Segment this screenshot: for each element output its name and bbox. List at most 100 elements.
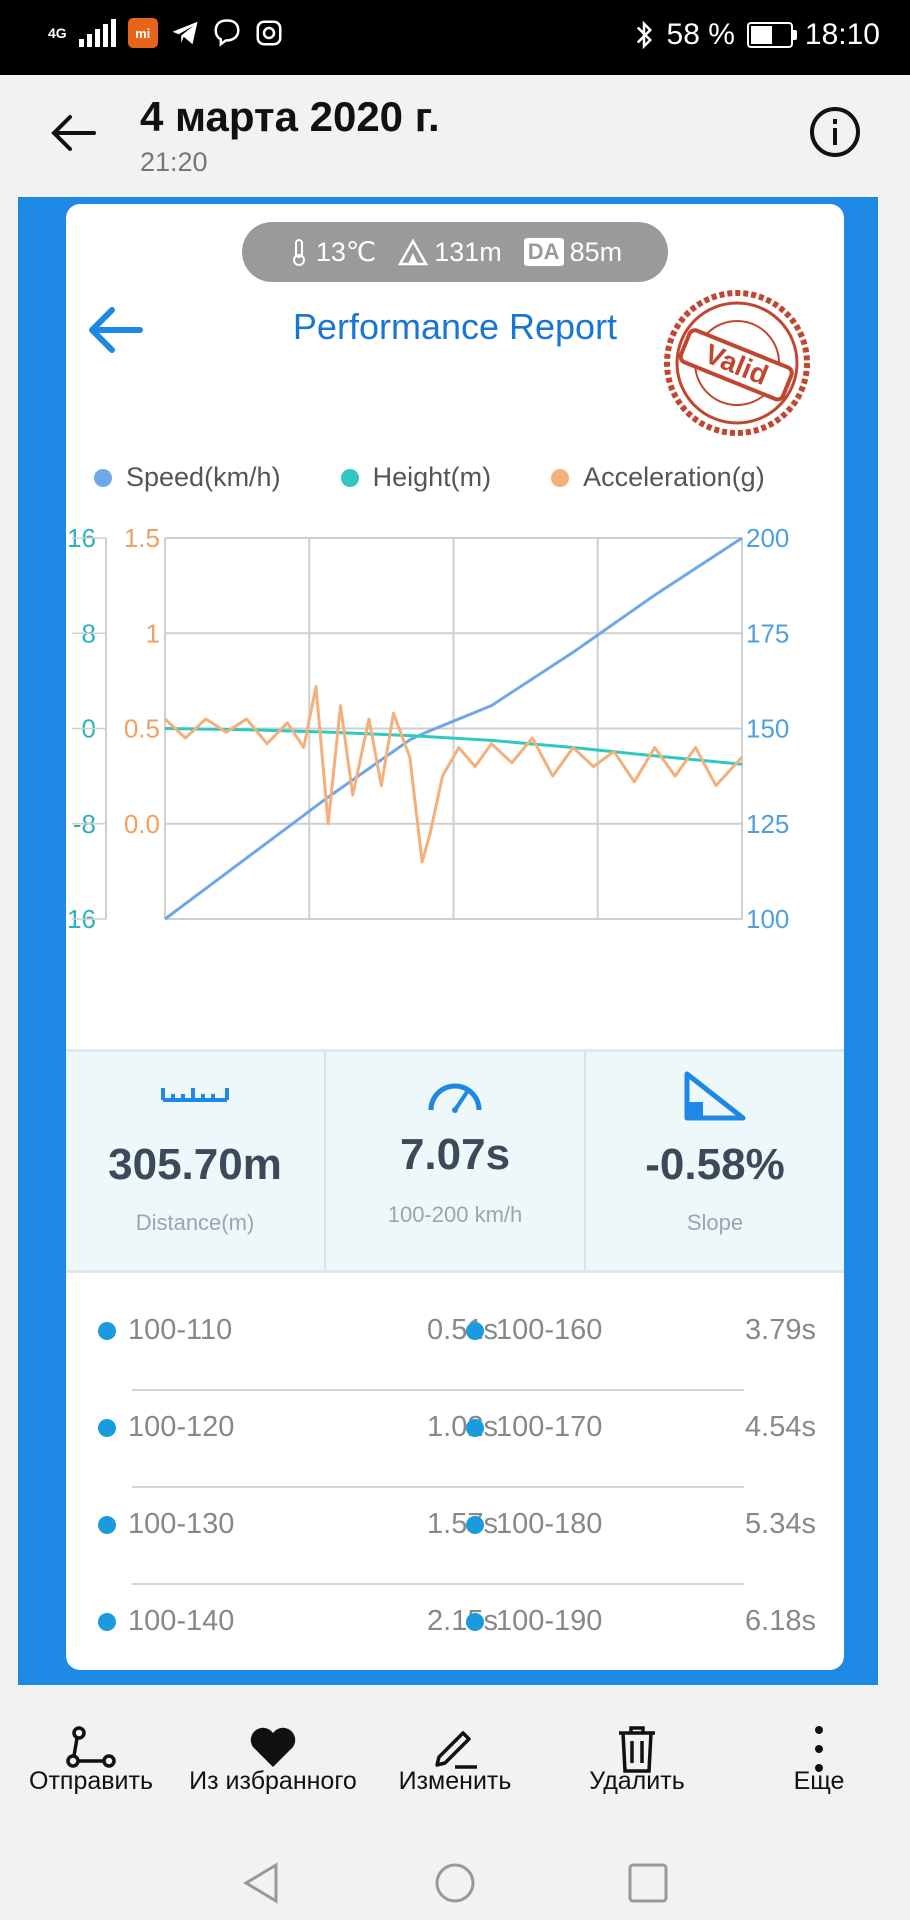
slope-icon [684, 1071, 746, 1121]
telegram-icon [172, 21, 198, 45]
time-label: 100-200 km/h [387, 1202, 523, 1227]
clock: 18:10 [804, 18, 880, 51]
legend-label: Speed(km/h) [126, 462, 281, 492]
split-time: 1.02s [427, 1411, 498, 1443]
battery-percent: 58 % [666, 18, 735, 51]
split-time: 2.15s [427, 1605, 498, 1637]
stats-panel: 305.70m Distance(m) 7.07s 100-200 km/h -… [66, 1049, 844, 1273]
split-range: 100-130 [98, 1508, 234, 1541]
signal-icon [78, 19, 116, 47]
report-back-arrow-icon[interactable] [82, 300, 148, 360]
split-range: 100-170 [466, 1411, 602, 1444]
divider [132, 1486, 744, 1488]
conditions-pill: 13℃ 131m DA 85m [242, 222, 668, 282]
page-subtitle: 21:20 [140, 147, 208, 177]
legend-item-acceleration: Acceleration(g) [551, 462, 765, 493]
ruler-icon [161, 1088, 229, 1102]
nav-recents-icon[interactable] [626, 1861, 670, 1905]
unfavorite-button[interactable]: Из избранного [182, 1685, 364, 1845]
instagram-icon [256, 20, 282, 46]
divider [132, 1389, 744, 1391]
split-range: 100-120 [98, 1411, 234, 1444]
app-header: 4 марта 2020 г. 21:20 [0, 75, 910, 195]
split-range: 100-110 [98, 1314, 232, 1347]
system-nav-bar [0, 1845, 910, 1920]
heart-icon [250, 1727, 296, 1767]
edit-icon [435, 1731, 477, 1769]
distance-label: Distance(m) [135, 1210, 255, 1235]
action-label: Еще [793, 1767, 845, 1795]
split-row: 100-120 1.02s 100-170 4.54s [66, 1391, 844, 1488]
mi-app-icon: mi [127, 18, 158, 48]
height-series-line [164, 727, 743, 766]
trash-icon [619, 1726, 655, 1773]
status-bar: 4G mi 58 % 18:10 [0, 0, 910, 75]
report-card: 13℃ 131m DA 85m Performance Report Valid… [66, 204, 844, 1670]
legend-label: Acceleration(g) [583, 462, 765, 492]
speed-series-line [164, 536, 743, 921]
split-range: 100-180 [466, 1508, 602, 1541]
stat-distance: 305.70m Distance(m) [66, 1052, 326, 1270]
split-time: 1.57s [427, 1508, 498, 1540]
acceleration-tick-label: 1 [146, 618, 160, 648]
edit-button[interactable]: Изменить [364, 1685, 546, 1845]
legend-item-speed: Speed(km/h) [94, 462, 281, 493]
acceleration-tick-label: 0.0 [124, 809, 160, 839]
split-time: 6.18s [745, 1605, 816, 1637]
time-value: 7.07s [399, 1130, 511, 1179]
stat-time: 7.07s 100-200 km/h [326, 1052, 586, 1270]
action-label: Удалить [589, 1767, 685, 1795]
legend-label: Height(m) [372, 462, 492, 492]
action-label: Изменить [398, 1767, 512, 1795]
legend-item-height: Height(m) [340, 462, 492, 493]
speed-tick-label: 150 [746, 714, 789, 744]
slope-value: -0.58% [645, 1140, 785, 1189]
stat-slope: -0.58% Slope [586, 1052, 844, 1270]
more-icon [815, 1726, 823, 1772]
density-altitude-badge: DA [523, 238, 564, 266]
split-range: 100-190 [466, 1605, 602, 1638]
chart-legend: Speed(km/h) Height(m) Acceleration(g) [94, 462, 765, 493]
speed-tick-label: 200 [746, 524, 789, 553]
more-button[interactable]: Еще [728, 1685, 910, 1845]
nav-home-icon[interactable] [433, 1861, 477, 1905]
distance-value: 305.70m [108, 1140, 282, 1189]
split-time: 0.51s [427, 1314, 498, 1346]
split-range: 100-140 [98, 1605, 234, 1638]
split-range: 100-160 [466, 1314, 602, 1347]
speed-tick-label: 125 [746, 809, 789, 839]
splits-table: 100-110 0.51s 100-160 3.79s 100-120 1.02… [66, 1294, 844, 1670]
action-bar: Отправить Из избранного Изменить Удалить… [0, 1685, 910, 1845]
altitude: 131m [434, 236, 502, 267]
acceleration-tick-label: 1.5 [124, 524, 160, 553]
nav-back-icon[interactable] [240, 1861, 284, 1905]
split-row: 100-110 0.51s 100-160 3.79s [66, 1294, 844, 1391]
density-altitude: 85m [569, 236, 623, 267]
speedometer-icon [428, 1083, 482, 1113]
acceleration-series-line [163, 685, 744, 864]
action-label: Из избранного [189, 1767, 357, 1795]
speed-tick-label: 100 [746, 904, 789, 934]
split-row: 100-130 1.57s 100-180 5.34s [66, 1488, 844, 1585]
share-button[interactable]: Отправить [0, 1685, 182, 1845]
battery-icon [746, 22, 797, 48]
action-label: Отправить [29, 1767, 153, 1795]
delete-button[interactable]: Удалить [546, 1685, 728, 1845]
bluetooth-icon [636, 20, 652, 50]
mountain-icon [398, 238, 429, 266]
back-arrow-icon[interactable] [46, 105, 102, 161]
split-time: 4.54s [745, 1411, 816, 1443]
report-title: Performance Report [292, 306, 618, 347]
split-time: 5.34s [745, 1508, 816, 1540]
page-title: 4 марта 2020 г. [140, 93, 440, 140]
acceleration-tick-label: 0.5 [124, 714, 160, 744]
thermometer-icon [292, 239, 305, 266]
speed-tick-label: 175 [746, 618, 789, 648]
divider [132, 1583, 744, 1585]
valid-stamp: Valid [664, 290, 810, 436]
viber-icon [214, 19, 240, 47]
split-row: 100-140 2.15s 100-190 6.18s [66, 1585, 844, 1670]
info-icon[interactable] [808, 105, 862, 159]
split-time: 3.79s [745, 1314, 816, 1346]
